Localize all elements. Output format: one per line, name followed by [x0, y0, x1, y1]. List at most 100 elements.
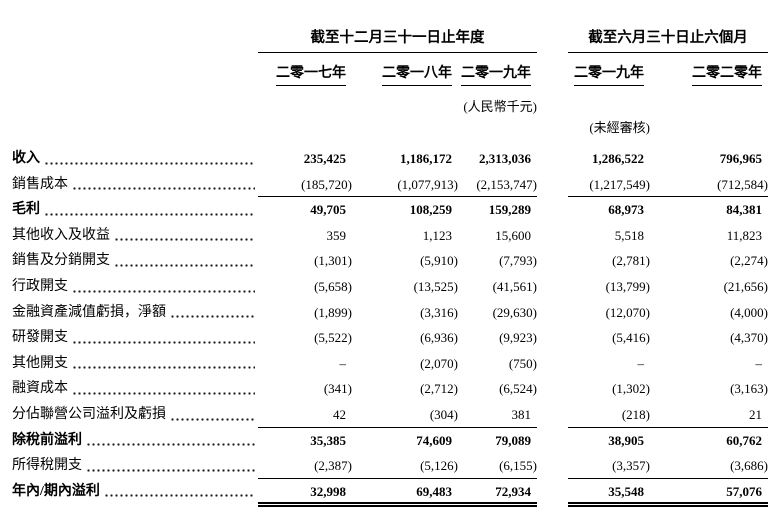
year-label: 二零一九年 — [574, 62, 644, 86]
value-cell: (3,357) — [568, 453, 650, 479]
dot-leader — [72, 376, 255, 402]
row-label-cell: 研發開支 — [12, 325, 258, 351]
value-cell: (185,720) — [258, 172, 352, 198]
row-label-cell: 分佔聯營公司溢利及虧損 — [12, 401, 258, 428]
value-cell: (7,793) — [499, 253, 537, 269]
row-label: 其他開支 — [12, 355, 68, 371]
year-column-header: 二零一九年 — [568, 62, 650, 86]
row-label-cell: 金融資產減值虧損，淨額 — [12, 299, 258, 326]
row-label-cell: 收入 — [12, 146, 258, 172]
value-cell: 84,381 — [726, 202, 762, 218]
unit-note-row: (人民幣千元) — [12, 99, 771, 115]
value-cell: (218) — [568, 402, 650, 428]
value-cell: 74,609 — [416, 432, 452, 448]
row-label-cell: 毛利 — [12, 197, 258, 223]
table-row: 年內/期內溢利 32,998 69,483 72,934 35,548 57,076 — [12, 478, 771, 507]
row-label-cell: 銷售成本 — [12, 171, 258, 198]
value-cell: (5,910) — [420, 253, 458, 269]
currency-unit-note: (人民幣千元) — [463, 99, 537, 114]
value-cell: 796,965 — [719, 151, 762, 166]
value-cell: 42 — [258, 402, 352, 428]
value-cell: (3,686) — [650, 453, 768, 479]
row-label-cell: 其他收入及收益 — [12, 222, 258, 249]
value-cell: 1,286,522 — [592, 151, 644, 166]
value-cell: (12,070) — [605, 304, 650, 320]
table-row: 融資成本 (341) (2,712) (6,524) (1,302) (3,163) — [12, 376, 771, 402]
column-group-gap — [537, 172, 568, 198]
table-row: 其他開支 – (2,070) (750) – – — [12, 350, 771, 377]
value-cell: 60,762 — [726, 432, 762, 448]
row-label: 研發開支 — [12, 330, 68, 346]
value-cell: 68,973 — [608, 202, 644, 218]
column-group-gap — [537, 351, 568, 377]
year-column-header: 二零一九年 — [458, 62, 537, 86]
value-cell: – — [755, 355, 763, 371]
value-cell: 11,823 — [726, 227, 762, 243]
table-row: 所得稅開支 (2,387) (5,126) (6,155) (3,357) (3,686) — [12, 453, 771, 479]
value-cell: (21,656) — [723, 278, 768, 294]
value-cell: – — [637, 355, 645, 371]
value-cell: (2,153,747) — [458, 172, 537, 198]
dot-leader — [114, 222, 255, 249]
value-cell: (4,000) — [730, 304, 768, 320]
value-cell: 159,289 — [488, 202, 531, 218]
value-cell: (2,070) — [420, 355, 458, 371]
table-body: 收入 235,425 1,186,172 2,313,036 1,286,522 796,… — [12, 146, 771, 507]
value-cell: (3,163) — [730, 381, 768, 397]
year-column-header: 二零一七年 — [258, 62, 352, 86]
dot-leader — [114, 248, 255, 274]
column-group-gap — [537, 325, 568, 351]
value-cell: (2,712) — [420, 381, 458, 397]
row-label-cell: 銷售及分銷開支 — [12, 248, 258, 274]
dot-leader — [44, 197, 255, 223]
dot-leader — [170, 299, 255, 326]
row-label-cell: 其他開支 — [12, 350, 258, 377]
dot-leader — [72, 171, 255, 198]
value-cell: (6,936) — [420, 330, 458, 346]
row-label: 除稅前溢利 — [12, 432, 82, 448]
row-label: 年內/期內溢利 — [12, 483, 100, 499]
table-row: 行政開支 (5,658) (13,525) (41,561) (13,799) (21,6… — [12, 273, 771, 300]
value-cell: (1,302) — [612, 381, 650, 397]
value-cell: – — [339, 355, 347, 371]
dot-leader — [72, 350, 255, 377]
row-label: 所得稅開支 — [12, 458, 82, 474]
table-row: 銷售成本 (185,720) (1,077,913) (2,153,747) (1,21… — [12, 171, 771, 198]
column-group-gap — [537, 223, 568, 249]
value-cell: (13,525) — [413, 278, 458, 294]
table-row: 除稅前溢利 35,385 74,609 79,089 38,905 60,762 — [12, 427, 771, 454]
table-row: 銷售及分銷開支 (1,301) (5,910) (7,793) (2,781) (2,27… — [12, 248, 771, 274]
value-cell: 1,186,172 — [400, 151, 452, 166]
table-row: 分佔聯營公司溢利及虧損 42 (304) 381 (218) 21 — [12, 401, 771, 428]
value-cell: 381 — [458, 402, 537, 428]
value-cell: (5,658) — [314, 278, 352, 294]
dot-leader — [170, 401, 255, 428]
row-label: 收入 — [12, 151, 40, 166]
value-cell: (5,522) — [314, 330, 352, 346]
column-group-gap — [537, 300, 568, 326]
column-group-gap — [537, 146, 568, 172]
value-cell: 57,076 — [650, 479, 768, 507]
value-cell: (5,416) — [612, 330, 650, 346]
value-cell: (2,781) — [612, 253, 650, 269]
value-cell: 1,123 — [422, 227, 452, 243]
value-cell: (29,630) — [492, 304, 537, 320]
column-group-gap — [537, 453, 568, 479]
row-label: 分佔聯營公司溢利及虧損 — [12, 406, 166, 422]
value-cell: (1,077,913) — [352, 172, 458, 198]
table-row: 研發開支 (5,522) (6,936) (9,923) (5,416) (4,370) — [12, 325, 771, 351]
row-label-cell: 除稅前溢利 — [12, 427, 258, 454]
row-label: 毛利 — [12, 202, 40, 218]
value-cell: 21 — [650, 402, 768, 428]
value-cell: (9,923) — [499, 330, 537, 346]
table-header-years: 二零一七年 二零一八年 二零一九年 二零一九年 二零二零年 — [12, 62, 771, 86]
value-cell: 79,089 — [495, 432, 531, 448]
period-group-annual: 截至十二月三十一日止年度 — [258, 26, 537, 53]
value-cell: 35,548 — [568, 479, 650, 507]
value-cell: (3,316) — [420, 304, 458, 320]
value-cell: (6,524) — [499, 381, 537, 397]
value-cell: 35,385 — [310, 432, 346, 448]
value-cell: 32,998 — [258, 479, 352, 507]
year-label: 二零一七年 — [276, 62, 346, 86]
